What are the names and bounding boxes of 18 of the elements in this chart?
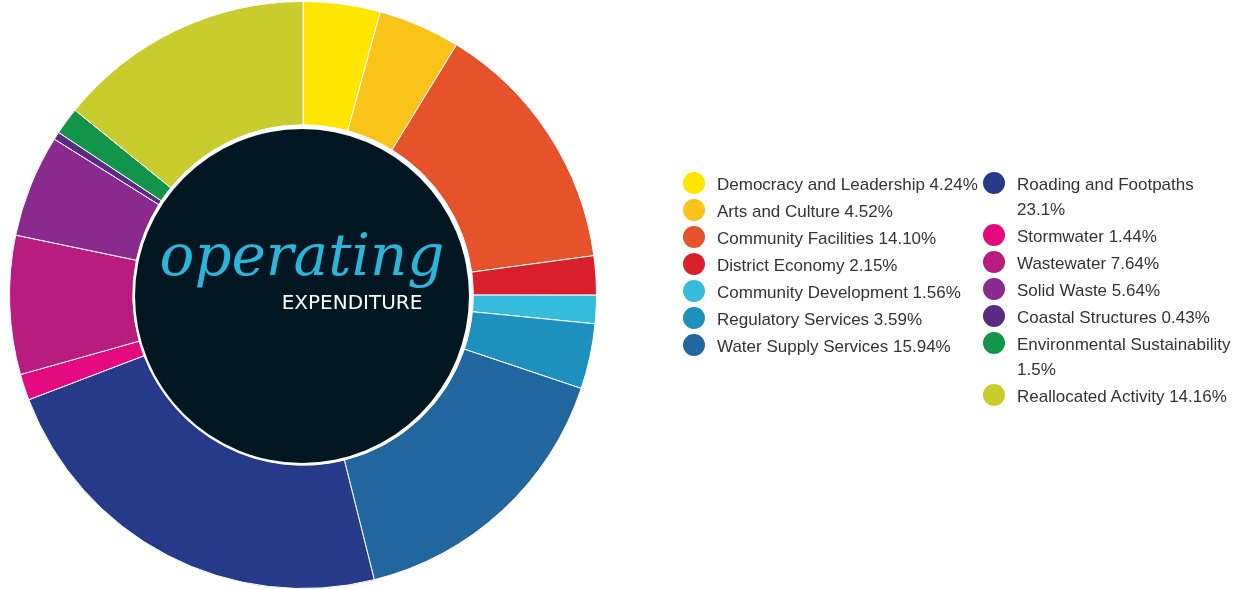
text: operating bbox=[158, 220, 446, 290]
legend-label: Community Facilities 14.10% bbox=[717, 228, 937, 250]
legend-label: Regulatory Services 3.59% bbox=[717, 309, 923, 331]
legend-label: District Economy 2.15% bbox=[717, 255, 898, 277]
legend-label: Democracy and Leadership 4.24% bbox=[717, 174, 978, 196]
legend-label: Roading and Footpaths bbox=[1017, 175, 1194, 194]
legend-label: Solid Waste 5.64% bbox=[1017, 280, 1160, 302]
legend-label: Coastal Structures 0.43% bbox=[1017, 307, 1210, 329]
legend-label: Water Supply Services 15.94% bbox=[717, 336, 951, 358]
legend-label: Community Development 1.56% bbox=[717, 282, 961, 304]
legend-label: Wastewater 7.64% bbox=[1017, 253, 1160, 275]
legend-label: Environmental Sustainability bbox=[1017, 335, 1231, 354]
legend-label: Stormwater 1.44% bbox=[1017, 226, 1157, 248]
legend-label: Reallocated Activity 14.16% bbox=[1017, 386, 1227, 408]
data-label: 23.1% bbox=[1017, 200, 1066, 219]
text: EXPENDITURE bbox=[280, 290, 424, 314]
legend-label: Arts and Culture 4.52% bbox=[717, 201, 893, 223]
data-label: 1.5% bbox=[1017, 360, 1056, 379]
